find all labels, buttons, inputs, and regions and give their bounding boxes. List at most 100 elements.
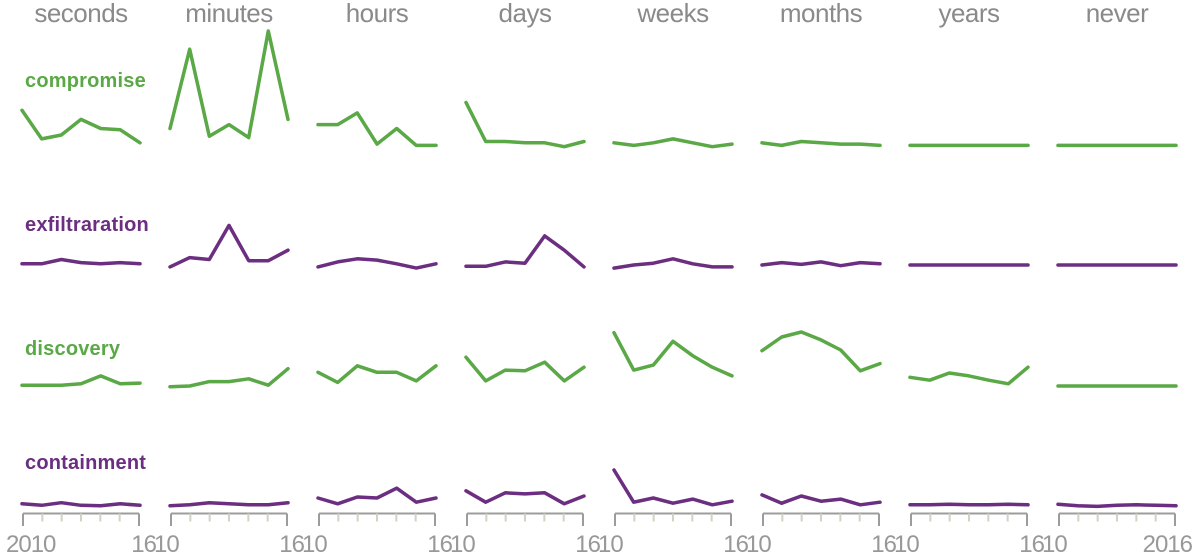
panel-compromise-minutes	[168, 28, 290, 163]
sparkline-path-containment-minutes	[168, 500, 290, 508]
column-weeks: weeks 10 16	[598, 0, 749, 557]
row-label-discovery: discovery	[25, 338, 121, 360]
sparkline-path-discovery-years	[908, 365, 1030, 386]
sparkline-compromise-minutes	[168, 29, 290, 140]
x-axis-svg-minutes	[170, 512, 288, 526]
panel-exfiltraration-years	[908, 202, 1030, 272]
axis-labels-minutes: 10 16	[154, 531, 305, 557]
sparkline-path-compromise-weeks	[612, 137, 734, 149]
sparkline-exfiltraration-seconds	[20, 257, 142, 266]
panel-discovery-days	[464, 318, 586, 393]
column-header-never: never	[1085, 0, 1149, 28]
sparkline-containment-months	[760, 493, 882, 507]
panel-compromise-hours	[316, 28, 438, 163]
sparkline-compromise-weeks	[612, 137, 734, 149]
sparkline-discovery-hours	[316, 364, 438, 385]
x-axis-hours	[318, 512, 436, 530]
x-axis-seconds	[22, 512, 140, 530]
x-axis-svg-hours	[318, 512, 436, 526]
column-header-hours: hours	[345, 0, 409, 28]
sparkline-path-exfiltraration-minutes	[168, 223, 290, 269]
sparkline-discovery-seconds	[20, 374, 142, 387]
column-header-minutes: minutes	[185, 0, 273, 28]
sparkline-containment-days	[464, 489, 586, 506]
sparkline-containment-years	[908, 502, 1030, 507]
panel-compromise-seconds	[20, 28, 142, 163]
sparkline-compromise-months	[760, 139, 882, 148]
column-header-months: months	[779, 0, 863, 28]
sparkline-containment-never	[1056, 502, 1178, 509]
sparkline-discovery-minutes	[168, 366, 290, 389]
panel-containment-minutes	[168, 457, 290, 512]
sparkline-path-discovery-months	[760, 330, 882, 373]
sparkline-path-containment-hours	[316, 486, 438, 506]
panel-exfiltraration-hours	[316, 202, 438, 272]
axis-labels-weeks: 10 16	[598, 531, 749, 557]
panel-discovery-months	[760, 318, 882, 393]
row-label-containment: containment	[25, 452, 147, 474]
sparkline-path-exfiltraration-seconds	[20, 257, 142, 266]
column-header-days: days	[498, 0, 552, 28]
panel-discovery-minutes	[168, 318, 290, 393]
x-axis-days	[466, 512, 584, 530]
x-axis-years	[910, 512, 1028, 530]
sparkline-containment-hours	[316, 486, 438, 506]
axis-labels-months: 10 16	[746, 531, 897, 557]
sparkline-exfiltraration-years	[908, 263, 1030, 267]
sparkline-discovery-days	[464, 355, 586, 383]
sparkline-path-discovery-weeks	[612, 330, 734, 378]
sparkline-exfiltraration-never	[1056, 263, 1178, 267]
sparkline-compromise-years	[908, 143, 1030, 148]
sparkline-path-discovery-minutes	[168, 366, 290, 389]
axis-label-right-hours: 16	[427, 531, 453, 557]
panel-compromise-years	[908, 28, 1030, 163]
sparkline-path-compromise-months	[760, 139, 882, 148]
x-axis-weeks	[614, 512, 732, 530]
panel-exfiltraration-minutes	[168, 202, 290, 272]
sparkline-exfiltraration-hours	[316, 257, 438, 270]
axis-label-left-hours: 10	[302, 531, 328, 557]
x-axis-svg-seconds	[22, 512, 140, 526]
x-axis-svg-weeks	[614, 512, 732, 526]
sparkline-path-containment-weeks	[612, 468, 734, 507]
sparkline-containment-weeks	[612, 468, 734, 507]
column-minutes: minutes 10 16	[154, 0, 305, 557]
panel-containment-never	[1056, 457, 1178, 512]
sparkline-compromise-never	[1056, 143, 1178, 148]
sparkline-path-exfiltraration-hours	[316, 257, 438, 270]
axis-labels-days: 10 16	[450, 533, 601, 557]
x-axis-minutes	[170, 512, 288, 530]
sparkline-exfiltraration-months	[760, 260, 882, 268]
sparkline-exfiltraration-minutes	[168, 223, 290, 269]
sparkline-discovery-weeks	[612, 330, 734, 378]
column-years: years 10 16	[894, 0, 1045, 557]
axis-label-right-never: 2016	[1142, 531, 1193, 557]
column-days: days 10 16	[450, 0, 601, 557]
panel-compromise-weeks	[612, 28, 734, 163]
axis-label-right-seconds: 16	[131, 531, 157, 557]
sparkline-path-exfiltraration-months	[760, 260, 882, 268]
axis-labels-hours: 10 16	[302, 531, 453, 557]
panel-discovery-weeks	[612, 318, 734, 393]
panel-exfiltraration-seconds	[20, 202, 142, 272]
panel-discovery-years	[908, 318, 1030, 393]
axis-label-right-weeks: 16	[723, 531, 749, 557]
x-axis-svg-months	[762, 512, 880, 526]
axis-label-right-minutes: 16	[279, 531, 305, 557]
panel-discovery-seconds	[20, 318, 142, 393]
sparkline-compromise-days	[464, 100, 586, 149]
axis-label-left-seconds: 2010	[6, 531, 56, 557]
panel-containment-years	[908, 457, 1030, 512]
axis-label-left-months: 10	[746, 531, 772, 557]
axis-labels-seconds: 2010 16	[6, 531, 157, 557]
sparkline-path-containment-years	[908, 502, 1030, 507]
x-axis-svg-days	[466, 512, 584, 526]
sparkline-path-exfiltraration-weeks	[612, 257, 734, 270]
axis-label-left-years: 10	[894, 531, 920, 557]
panel-discovery-hours	[316, 318, 438, 393]
panel-exfiltraration-never	[1056, 202, 1178, 272]
panel-containment-days	[464, 457, 586, 512]
x-axis-svg-never	[1058, 512, 1176, 526]
